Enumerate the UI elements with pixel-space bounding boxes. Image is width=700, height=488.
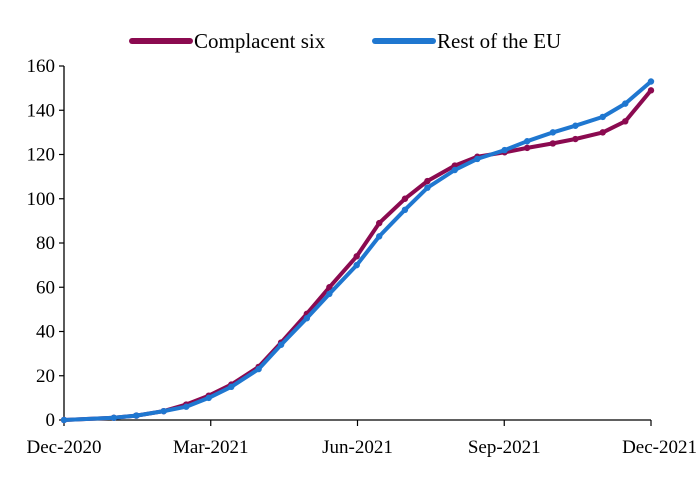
- data-point-complacent-six: [647, 87, 655, 94]
- data-point-rest-of-the-eu: [599, 113, 606, 121]
- y-tick-label: 40: [36, 322, 55, 343]
- data-point-rest-of-the-eu: [474, 155, 481, 163]
- y-tick-label: 120: [27, 145, 56, 166]
- data-point-rest-of-the-eu: [622, 100, 629, 107]
- legend: Complacent six Rest of the EU: [129, 29, 561, 53]
- data-point-complacent-six: [622, 118, 629, 125]
- legend-label-rest-of-eu: Rest of the EU: [437, 29, 561, 53]
- x-tick-label: Dec-2020: [27, 437, 102, 458]
- data-point-rest-of-the-eu: [326, 290, 333, 298]
- data-point-rest-of-the-eu: [205, 394, 212, 402]
- data-point-rest-of-the-eu: [401, 206, 409, 214]
- data-point-rest-of-the-eu: [60, 416, 68, 424]
- data-point-rest-of-the-eu: [183, 403, 190, 410]
- data-point-rest-of-the-eu: [424, 184, 431, 191]
- y-tick-label: 100: [27, 189, 56, 210]
- y-tick-label: 140: [27, 100, 56, 121]
- data-point-rest-of-the-eu: [133, 412, 140, 419]
- data-point-rest-of-the-eu: [303, 315, 311, 322]
- x-tick-label: Sep-2021: [468, 437, 541, 458]
- data-point-rest-of-the-eu: [255, 365, 262, 373]
- x-tick-label: Mar-2021: [173, 437, 249, 458]
- data-point-complacent-six: [599, 129, 606, 136]
- y-tick-label: 80: [36, 233, 55, 254]
- data-point-rest-of-the-eu: [549, 129, 557, 136]
- y-tick-label: 60: [36, 277, 55, 298]
- data-point-complacent-six: [326, 284, 333, 291]
- legend-label-complacent-six: Complacent six: [194, 29, 326, 53]
- data-point-rest-of-the-eu: [523, 138, 531, 145]
- y-tick-label: 160: [27, 56, 56, 77]
- data-point-rest-of-the-eu: [647, 78, 655, 85]
- data-point-rest-of-the-eu: [353, 261, 360, 269]
- data-point-rest-of-the-eu: [572, 122, 579, 129]
- data-point-complacent-six: [549, 140, 557, 147]
- data-point-rest-of-the-eu: [501, 146, 508, 154]
- data-point-complacent-six: [523, 144, 531, 152]
- y-axis: 0 20 40 60 80 100 120 140 160: [27, 56, 65, 431]
- y-tick-label: 20: [36, 366, 55, 387]
- x-tick-label: Jun-2021: [322, 437, 393, 458]
- data-point-complacent-six: [401, 195, 409, 202]
- data-point-complacent-six: [572, 135, 579, 143]
- data-point-complacent-six: [353, 253, 360, 260]
- data-point-rest-of-the-eu: [160, 407, 167, 415]
- x-axis: Dec-2020 Mar-2021 Jun-2021 Sep-2021 Dec-2021: [27, 419, 697, 458]
- data-point-complacent-six: [376, 219, 383, 227]
- data-point-rest-of-the-eu: [228, 383, 235, 391]
- plot-area: [60, 78, 655, 424]
- data-point-complacent-six: [424, 177, 431, 185]
- data-point-rest-of-the-eu: [451, 166, 458, 174]
- y-tick-label: 0: [46, 410, 56, 431]
- data-point-rest-of-the-eu: [277, 341, 285, 348]
- data-point-rest-of-the-eu: [110, 414, 118, 421]
- series-line-rest-of-the-eu: [62, 79, 653, 422]
- data-point-rest-of-the-eu: [376, 233, 383, 240]
- x-tick-label: Dec-2021: [622, 437, 697, 458]
